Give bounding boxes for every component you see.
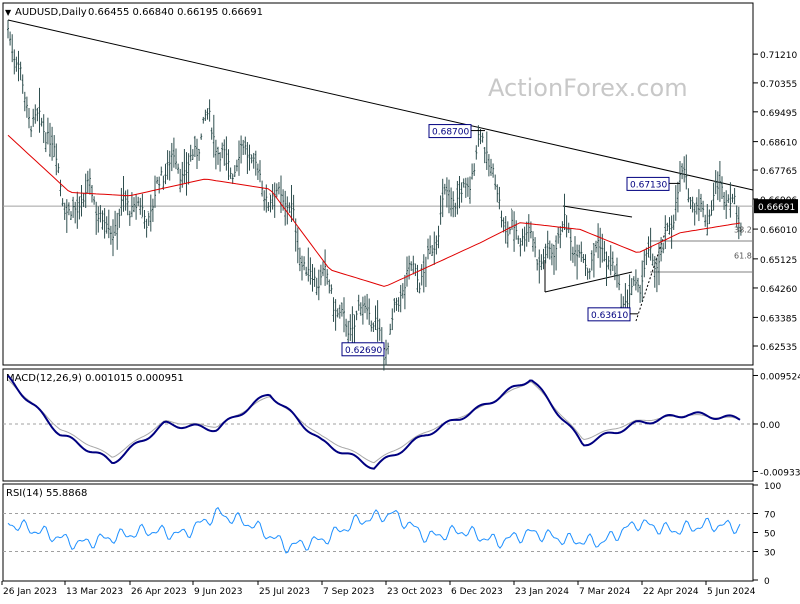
fib-level-label: 61.8 — [734, 251, 752, 260]
symbol-label: AUDUSD,Daily — [15, 7, 87, 18]
x-tick-label: 22 Apr 2024 — [643, 587, 699, 597]
y-tick-label: 0.63385 — [760, 314, 797, 324]
price-annotation-text: 0.67130 — [630, 180, 667, 190]
x-tick-label: 5 Jun 2024 — [707, 587, 756, 597]
y-tick-label: 0.69495 — [760, 109, 797, 119]
macd-axis: 0.009524 0.00 -0.00933 — [753, 372, 800, 478]
macd-title: MACD(12,26,9) 0.001015 0.000951 — [6, 373, 184, 384]
rsi-tick-label: 0 — [764, 577, 770, 587]
macd-panel — [2, 368, 754, 482]
y-tick-label: 0.65125 — [760, 256, 797, 266]
y-tick-label: 0.71210 — [760, 51, 797, 61]
price-annotation-text: 0.68700 — [432, 128, 469, 138]
macd-main-line — [7, 374, 741, 470]
current-price-tag — [754, 199, 798, 214]
current-price-label: 0.66691 — [758, 203, 795, 213]
moving-average — [7, 134, 741, 287]
rsi-line — [7, 506, 741, 554]
triangle-upper-line — [562, 205, 633, 218]
x-tick-label: 7 Mar 2024 — [579, 587, 631, 597]
rsi-tick-label: 30 — [764, 549, 776, 559]
macd-tick-label: 0.00 — [760, 421, 780, 431]
main-price-axis: 0.712100.703550.694950.686100.677650.669… — [753, 51, 798, 353]
x-tick-label: 25 Jul 2023 — [259, 587, 310, 597]
rsi-panel — [2, 483, 754, 582]
x-tick-label: 23 Jan 2024 — [515, 587, 569, 597]
price-bars — [7, 20, 742, 371]
macd-signal-line — [7, 379, 741, 464]
y-tick-label: 0.68610 — [760, 139, 797, 149]
collapse-arrow-icon[interactable]: ▼ — [5, 8, 12, 17]
rsi-series — [7, 506, 741, 554]
rsi-tick-label: 50 — [764, 530, 776, 540]
macd-tick-label: 0.009524 — [760, 372, 800, 382]
rsi-axis: 100 70 50 30 0 — [753, 482, 781, 587]
x-tick-label: 26 Apr 2023 — [131, 587, 187, 597]
macd-tick-label: -0.00933 — [760, 468, 800, 478]
price-annotation-text: 0.62690 — [345, 346, 382, 356]
sma-line — [7, 134, 741, 287]
watermark: ActionForex.com — [488, 74, 688, 102]
y-tick-label: 0.64260 — [760, 285, 797, 295]
descending-resistance-trendline — [7, 19, 754, 191]
x-tick-label: 6 Dec 2023 — [451, 587, 503, 597]
macd-series — [7, 374, 741, 470]
fib-level-label: 38.2 — [734, 226, 752, 235]
ohlc-values: 0.66455 0.66840 0.66195 0.66691 — [88, 7, 263, 18]
fib-projection-dotted-line — [635, 232, 666, 322]
rsi-tick-label: 70 — [764, 511, 776, 521]
price-annotation-text: 0.63610 — [591, 311, 628, 321]
x-tick-label: 13 Mar 2023 — [66, 587, 123, 597]
x-tick-label: 26 Jan 2023 — [3, 587, 57, 597]
time-axis: 26 Jan 2023 13 Mar 2023 26 Apr 2023 9 Jun 2… — [1, 581, 756, 597]
x-tick-label: 23 Oct 2023 — [387, 587, 443, 597]
x-tick-label: 7 Sep 2023 — [323, 587, 374, 597]
rsi-title: RSI(14) 55.8868 — [6, 488, 87, 499]
price-annotations: 0.62690 0.68700 0.63610 0.67130 38.2 61.8 — [341, 124, 752, 357]
y-tick-label: 0.62535 — [760, 343, 797, 353]
y-tick-label: 0.66010 — [760, 226, 797, 236]
y-tick-label: 0.67765 — [760, 167, 797, 177]
rsi-tick-label: 100 — [764, 482, 781, 492]
x-tick-label: 9 Jun 2023 — [194, 587, 242, 597]
y-tick-label: 0.70355 — [760, 80, 797, 90]
